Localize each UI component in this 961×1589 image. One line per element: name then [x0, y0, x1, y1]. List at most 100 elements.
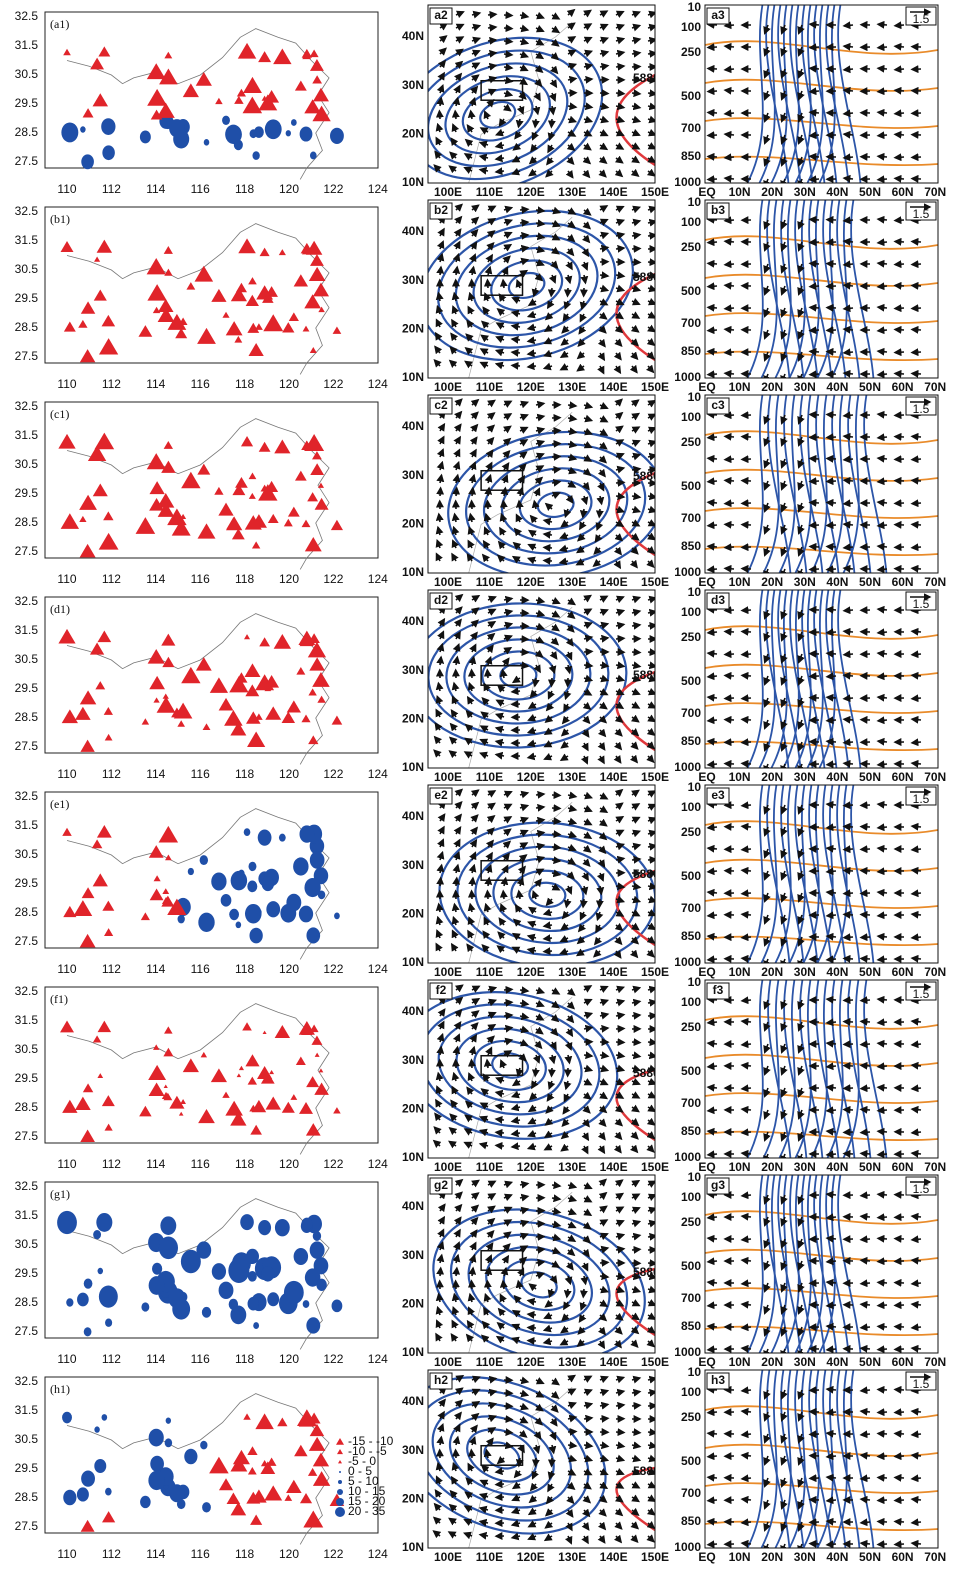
x-tick-label: 70N	[924, 1160, 946, 1174]
station-circle	[301, 1218, 312, 1231]
wind-vector	[782, 1456, 785, 1464]
y-tick-label: 100	[681, 605, 701, 619]
x-tick-label: 124	[368, 1352, 388, 1366]
station-triangle	[214, 487, 223, 495]
wind-vector	[725, 547, 734, 548]
wind-vector	[725, 90, 734, 91]
x-tick-label: 70N	[924, 1550, 946, 1564]
x-tick-label: 60N	[892, 1355, 914, 1369]
wind-vector	[827, 1154, 836, 1155]
wind-vector	[861, 1522, 870, 1523]
wind-vector	[765, 1456, 768, 1464]
wind-vector	[810, 219, 819, 220]
wind-vector	[567, 1289, 568, 1297]
station-circle	[200, 855, 208, 865]
wind-vector	[878, 569, 887, 570]
station-triangle	[302, 520, 311, 528]
wind-vector	[912, 1455, 921, 1456]
y-tick-label: 10	[688, 195, 702, 209]
wind-vector	[912, 937, 921, 938]
station-triangle	[258, 51, 271, 62]
station-triangle	[268, 514, 279, 523]
y-tick-label: 500	[681, 869, 701, 883]
y-tick-label: 27.5	[15, 1519, 39, 1533]
wind-vector	[708, 525, 717, 526]
y-tick-label: 31.5	[15, 428, 39, 442]
wind-vector	[725, 631, 734, 632]
y-tick-label: 10	[688, 780, 702, 794]
x-tick-label: 114	[146, 767, 165, 781]
station-triangle	[149, 676, 165, 689]
wind-vector	[861, 1109, 870, 1110]
wind-vector	[912, 480, 921, 481]
wind-vector	[861, 1065, 870, 1066]
x-tick-label: 10N	[729, 575, 751, 589]
wind-vector	[878, 1217, 887, 1218]
station-triangle	[309, 267, 326, 281]
wind-vector	[616, 93, 624, 94]
y-tick-label: 700	[681, 706, 701, 720]
station-triangle	[153, 1044, 159, 1049]
x-tick-label: 140E	[600, 380, 628, 394]
station-triangle	[90, 642, 104, 654]
wind-vector	[725, 264, 734, 265]
station-triangle	[302, 49, 312, 58]
station-triangle	[287, 700, 301, 712]
wind-vector	[472, 878, 473, 886]
wind-vector	[912, 849, 921, 850]
station-circle	[258, 830, 272, 846]
wind-vector	[528, 366, 536, 367]
station-triangle	[295, 81, 307, 91]
wind-vector	[616, 1432, 624, 1433]
wind-vector	[844, 654, 853, 655]
y-tick-label: 27.5	[15, 739, 39, 753]
wind-vector	[472, 1268, 473, 1276]
wind-vector	[512, 339, 520, 340]
legend-circle	[337, 1489, 343, 1495]
panel-label: (f1)	[50, 992, 68, 1006]
station-triangle	[98, 631, 112, 643]
x-tick-label: 122	[323, 962, 343, 976]
wind-vector	[878, 374, 887, 375]
wind-vector	[827, 1326, 836, 1327]
wind-vector	[600, 1276, 608, 1277]
wind-vector	[544, 547, 552, 548]
station-triangle	[103, 511, 113, 520]
wind-vector	[878, 112, 887, 113]
wind-vector	[799, 1044, 802, 1052]
station-circle	[66, 1298, 73, 1307]
wind-vector	[827, 1521, 836, 1522]
wind-vector	[439, 111, 440, 119]
x-tick-label: 110E	[476, 380, 503, 394]
wind-vector	[799, 1478, 802, 1486]
station-triangle	[303, 1511, 323, 1528]
station-circle	[222, 116, 230, 125]
wind-vector	[827, 1412, 836, 1413]
contour-label: 5880	[633, 867, 660, 881]
station-circle	[93, 1230, 101, 1239]
y-tick-label: 850	[681, 929, 701, 943]
station-triangle	[95, 433, 115, 450]
wind-vector	[912, 329, 921, 330]
wind-vector	[878, 632, 887, 633]
y-tick-label: 700	[681, 1486, 701, 1500]
station-triangle	[211, 289, 226, 302]
wind-vector	[551, 678, 552, 686]
y-tick-label: 850	[681, 539, 701, 553]
wind-vector	[844, 46, 853, 47]
wind-vector	[844, 826, 853, 827]
wind-vector	[503, 891, 504, 899]
panel-label: (a1)	[50, 17, 69, 31]
station-circle	[244, 828, 251, 836]
wind-vector	[878, 720, 887, 721]
wind-vector	[708, 112, 717, 113]
panel-label: (h1)	[50, 1382, 70, 1396]
wind-vector	[616, 482, 624, 483]
wind-vector	[878, 1110, 887, 1111]
station-circle	[219, 1282, 234, 1299]
y-tick-label: 1000	[674, 955, 701, 969]
wind-vector	[799, 264, 802, 272]
station-triangle	[139, 1106, 151, 1117]
wind-vector	[810, 351, 819, 352]
station-circle	[293, 857, 308, 875]
